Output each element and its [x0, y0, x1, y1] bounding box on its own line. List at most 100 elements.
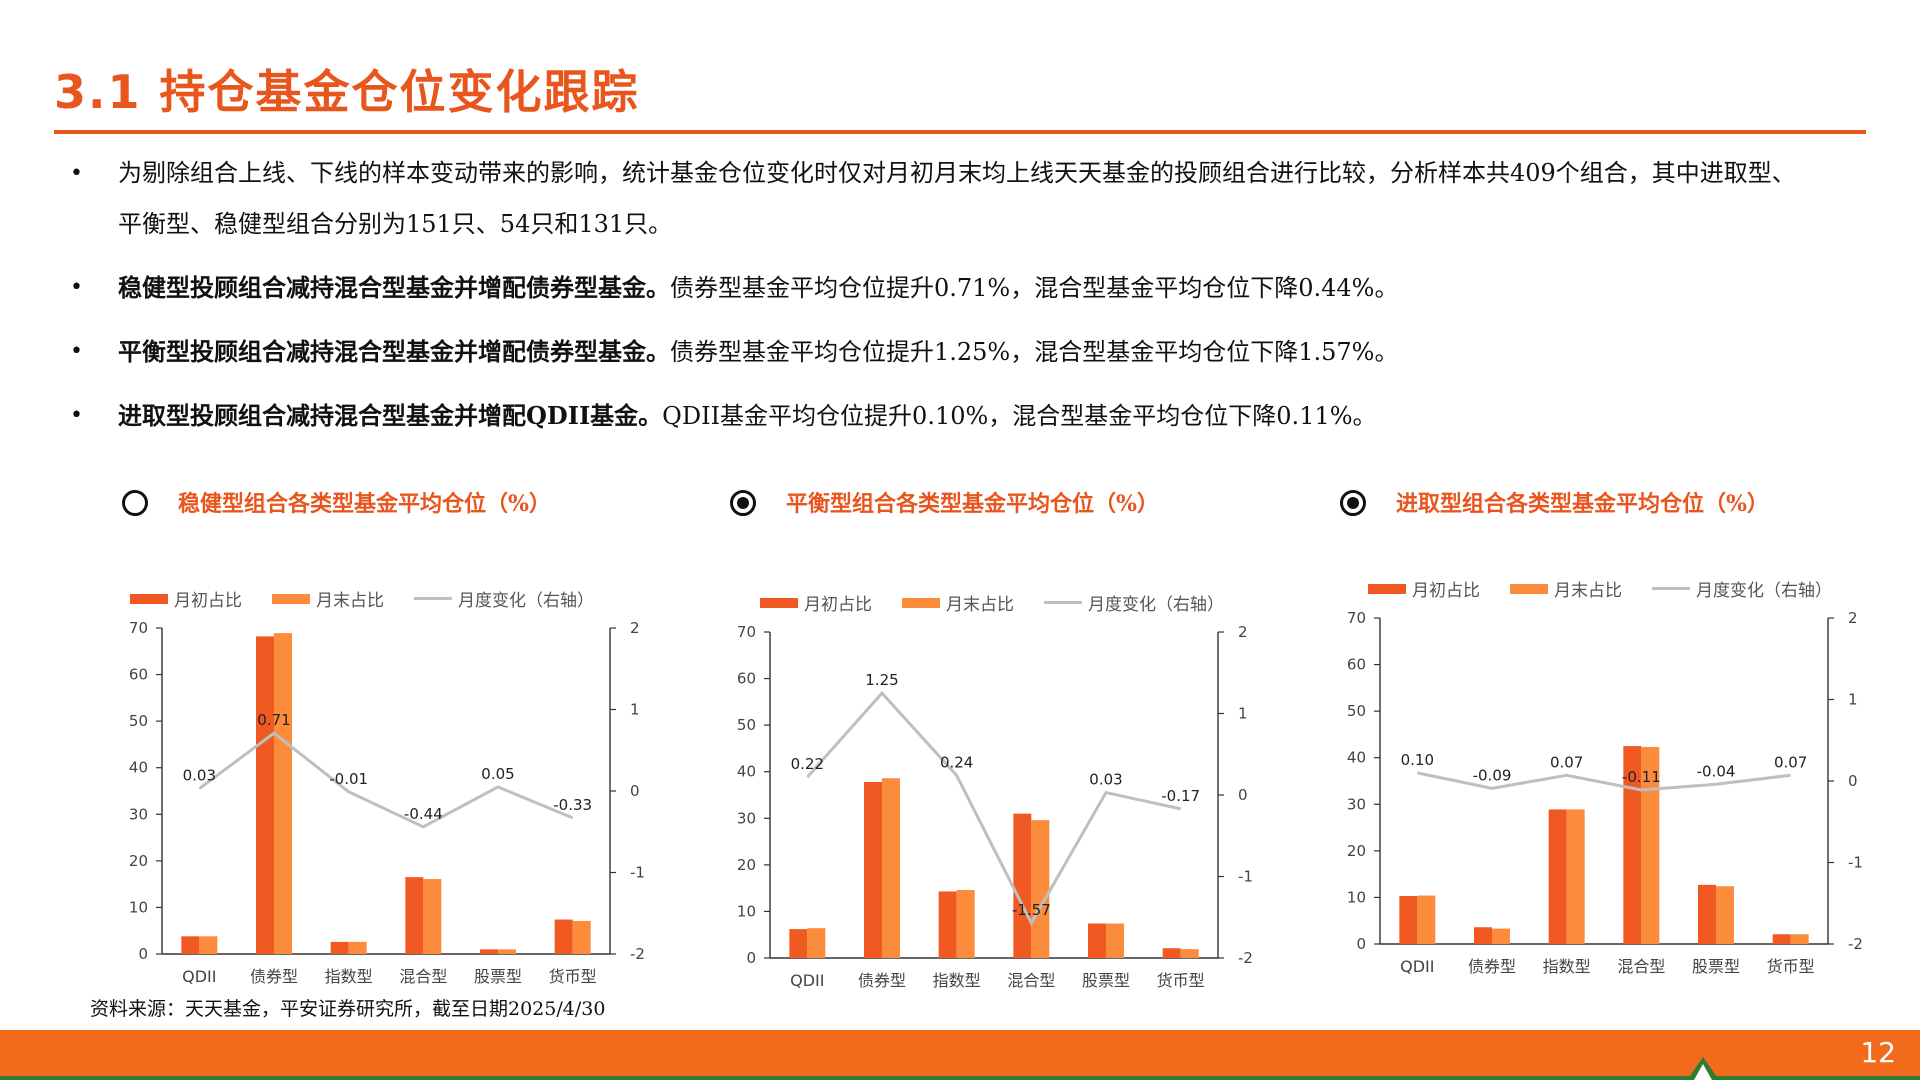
bullet-text: 为剔除组合上线、下线的样本变动带来的影响，统计基金仓位变化时仅对月初月末均上线天…	[118, 159, 1796, 238]
left-tick-label: 70	[737, 623, 756, 641]
data-label: -0.33	[553, 796, 592, 814]
left-tick-label: 10	[129, 898, 148, 916]
category-label: QDII	[1400, 957, 1434, 976]
bar	[498, 949, 516, 954]
bullet-text: 债券型基金平均仓位提升1.25%，混合型基金平均仓位下降1.57%。	[670, 338, 1399, 366]
bar	[1031, 820, 1050, 958]
left-tick-label: 60	[737, 670, 756, 688]
bullet-item: 为剔除组合上线、下线的样本变动带来的影响，统计基金仓位变化时仅对月初月末均上线天…	[70, 148, 1810, 250]
legend-label: 月初占比	[804, 595, 872, 615]
right-tick-label: 1	[630, 701, 640, 719]
legend-label: 月度变化（右轴）	[458, 591, 594, 611]
legend-swatch	[130, 593, 168, 604]
bar	[1162, 948, 1181, 958]
footer-bar	[0, 1030, 1920, 1080]
bar	[554, 919, 573, 954]
bar	[1641, 747, 1660, 944]
bar	[1790, 934, 1809, 944]
legend-label: 月末占比	[946, 595, 1014, 615]
bar	[256, 636, 274, 954]
legend-label: 月末占比	[316, 591, 384, 611]
bar	[1013, 813, 1032, 958]
left-tick-label: 40	[129, 759, 148, 777]
bar	[807, 928, 826, 958]
bar	[789, 929, 808, 958]
left-tick-label: 0	[746, 949, 756, 967]
data-label: 0.03	[1089, 771, 1122, 789]
category-label: 指数型	[933, 971, 981, 990]
left-tick-label: 30	[737, 809, 756, 827]
chart-plot: 0 10 20 30 40 50 60 70 -2 -1 0 1 2 QDII 债券型 指数型 混合型 股票型 货币…	[737, 623, 1253, 990]
bar	[181, 936, 200, 954]
bar	[956, 890, 975, 958]
legend-label: 月度变化（右轴）	[1696, 581, 1832, 601]
data-label: -1.57	[1012, 901, 1051, 919]
bullet-text: 债券型基金平均仓位提升0.71%，混合型基金平均仓位下降0.44%。	[670, 274, 1399, 302]
bullet-bold: 平衡型投顾组合减持混合型基金并增配债券型基金。	[118, 337, 670, 366]
left-tick-label: 40	[737, 763, 756, 781]
bar	[423, 879, 442, 954]
legend-change: 月度变化（右轴）	[1652, 576, 1832, 601]
right-tick-label: -1	[1848, 854, 1863, 872]
category-label: 股票型	[1692, 957, 1740, 976]
right-tick-label: 2	[1848, 609, 1858, 627]
data-label: -0.09	[1473, 766, 1512, 784]
category-label: QDII	[790, 971, 824, 990]
bar	[1106, 923, 1124, 958]
category-label: 指数型	[325, 967, 373, 986]
legend-end: 月末占比	[1510, 576, 1622, 601]
bar	[1566, 809, 1585, 944]
page-number: 12	[1860, 1036, 1896, 1069]
data-label: 0.71	[257, 711, 290, 729]
left-tick-label: 60	[129, 666, 148, 684]
footer-stripe	[0, 1076, 1920, 1080]
data-label: 1.25	[865, 671, 898, 689]
data-label: -0.17	[1161, 787, 1200, 805]
data-label: 0.10	[1401, 751, 1434, 769]
left-tick-label: 30	[129, 805, 148, 823]
left-tick-label: 10	[1347, 888, 1366, 906]
category-label: 股票型	[474, 967, 522, 986]
chart-conservative: 稳健型组合各类型基金平均仓位（%） 月初占比 月末占比 月度变化（右轴） 0 10…	[122, 490, 682, 990]
category-label: 货币型	[549, 967, 597, 986]
category-label: 债券型	[858, 971, 906, 990]
left-tick-label: 50	[737, 716, 756, 734]
chart-aggressive: 进取型组合各类型基金平均仓位（%） 月初占比 月末占比 月度变化（右轴） 0 10…	[1340, 490, 1900, 990]
bullet-bold: 稳健型投顾组合减持混合型基金并增配债券型基金。	[118, 273, 670, 302]
bar	[1772, 934, 1791, 944]
radio-button[interactable]	[122, 490, 148, 516]
left-tick-label: 0	[138, 945, 148, 963]
legend-end: 月末占比	[272, 586, 384, 611]
radio-dot	[737, 497, 749, 509]
category-label: 混合型	[1617, 957, 1665, 976]
legend-swatch	[414, 597, 452, 600]
chart-title: 平衡型组合各类型基金平均仓位（%）	[786, 491, 1159, 517]
right-tick-label: 2	[1238, 623, 1248, 641]
chart-title: 进取型组合各类型基金平均仓位（%）	[1396, 491, 1769, 517]
chart-balanced: 平衡型组合各类型基金平均仓位（%） 月初占比 月末占比 月度变化（右轴） 0 10…	[730, 490, 1290, 990]
legend-swatch	[1368, 583, 1406, 594]
radio-button[interactable]	[1340, 490, 1366, 516]
category-label: 货币型	[1157, 971, 1205, 990]
category-label: 混合型	[1007, 971, 1055, 990]
title-divider	[54, 130, 1866, 134]
bar	[405, 877, 424, 954]
radio-button[interactable]	[730, 490, 756, 516]
legend-swatch	[760, 597, 798, 608]
category-label: 指数型	[1543, 957, 1591, 976]
bar	[864, 781, 882, 958]
legend-start: 月初占比	[760, 590, 872, 615]
right-tick-label: 0	[1848, 772, 1858, 790]
legend-swatch	[1510, 583, 1548, 594]
left-tick-label: 20	[1347, 842, 1366, 860]
left-tick-label: 70	[129, 619, 148, 637]
legend-swatch	[272, 593, 310, 604]
bar	[348, 941, 367, 954]
data-label: -0.44	[404, 805, 443, 823]
bar	[480, 949, 498, 954]
data-label: 0.03	[183, 767, 216, 785]
bar	[1716, 886, 1734, 944]
left-tick-label: 20	[129, 852, 148, 870]
bar	[1474, 927, 1492, 944]
bullet-bold: 进取型投顾组合减持混合型基金并增配QDII基金。	[118, 401, 663, 430]
